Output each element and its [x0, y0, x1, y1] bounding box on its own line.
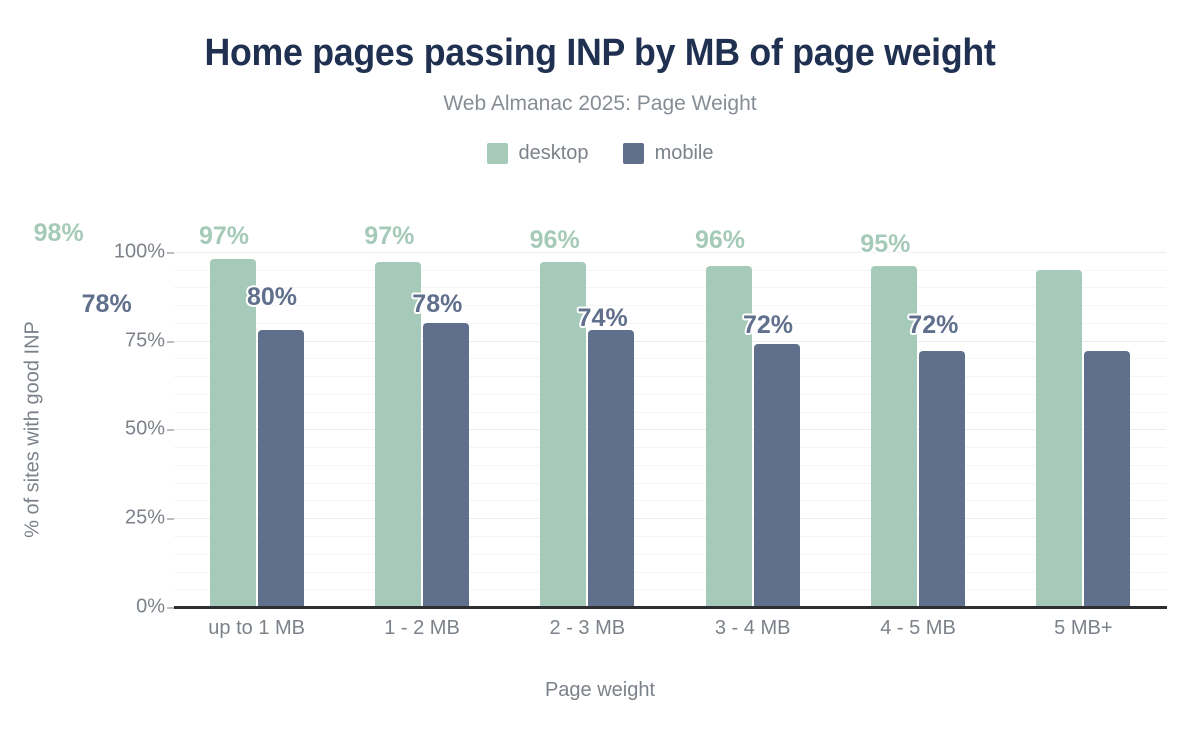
bar-mobile[interactable]	[588, 329, 635, 607]
legend-swatch-desktop	[486, 143, 508, 164]
gridline	[174, 322, 1166, 324]
y-axis-tick-label: 25%	[124, 506, 165, 529]
gridline	[174, 518, 1166, 520]
bar-group	[540, 234, 635, 607]
x-axis-category-label: 3 - 4 MB	[714, 617, 791, 639]
x-axis-category-label: 4 - 5 MB	[880, 617, 956, 639]
gridline	[174, 536, 1166, 537]
gridline	[174, 571, 1166, 573]
legend-swatch-mobile	[622, 143, 644, 164]
bar-group	[1036, 234, 1131, 607]
legend-item-desktop[interactable]: desktop	[486, 142, 589, 165]
data-label-desktop: 97%	[198, 222, 250, 251]
legend-label-mobile: mobile	[654, 142, 714, 164]
bar-desktop[interactable]	[705, 266, 752, 607]
gridline	[174, 287, 1166, 289]
data-label-mobile: 72%	[908, 311, 959, 340]
bar-desktop[interactable]	[209, 258, 256, 607]
y-axis-title: % of sites with good INP	[21, 321, 44, 538]
gridline	[174, 305, 1166, 306]
y-axis-tick-mark	[167, 518, 174, 521]
gridline	[174, 251, 1166, 253]
bar-group	[705, 234, 800, 607]
bar-desktop[interactable]	[1036, 269, 1083, 607]
chart-subtitle: Web Almanac 2025: Page Weight	[443, 92, 757, 115]
gridline	[174, 429, 1166, 431]
legend-label-desktop: desktop	[518, 142, 589, 164]
chart-title: Home pages passing INP by MB of page wei…	[204, 32, 996, 74]
bar-mobile[interactable]	[257, 329, 304, 607]
y-axis-tick-mark	[167, 607, 174, 609]
gridline	[174, 358, 1166, 360]
y-axis-tick-label: 75%	[124, 329, 165, 352]
data-label-desktop: 97%	[364, 222, 415, 251]
y-axis-tick-mark	[167, 429, 174, 432]
plot-area	[174, 234, 1166, 607]
x-axis-category-label: 2 - 3 MB	[549, 617, 626, 639]
bar-mobile[interactable]	[753, 344, 800, 607]
data-label-desktop: 96%	[694, 225, 746, 254]
x-axis-baseline	[174, 606, 1167, 609]
y-axis-tick-label: 50%	[124, 417, 165, 440]
bar-mobile[interactable]	[1084, 351, 1131, 607]
bar-desktop[interactable]	[540, 262, 587, 607]
gridline	[174, 447, 1166, 449]
gridline	[174, 376, 1166, 378]
data-label-desktop: 95%	[860, 229, 911, 258]
legend-item-mobile[interactable]: mobile	[622, 142, 714, 165]
gridline	[174, 411, 1166, 413]
bar-group	[375, 234, 469, 607]
gridline	[174, 553, 1166, 555]
data-label-desktop: 98%	[33, 218, 84, 247]
x-axis-category-label: up to 1 MB	[208, 617, 306, 639]
x-axis-category-label: 5 MB+	[1054, 617, 1113, 639]
data-label-mobile: 78%	[412, 289, 463, 318]
bar-mobile[interactable]	[423, 322, 469, 607]
x-axis-title: Page weight	[544, 679, 656, 701]
gridline	[174, 464, 1166, 466]
gridline	[174, 393, 1166, 395]
data-label-desktop: 96%	[529, 225, 580, 254]
y-axis-tick-label: 0%	[136, 595, 165, 618]
x-axis-category-label: 1 - 2 MB	[384, 617, 460, 639]
data-label-mobile: 72%	[742, 311, 794, 340]
bar-desktop[interactable]	[375, 262, 421, 607]
y-axis-labels: 0% 25% 50% 75% 100%	[55, 0, 165, 742]
y-axis-tick-mark	[167, 251, 174, 254]
y-axis-tick-label: 100%	[113, 240, 165, 263]
gridline	[174, 269, 1166, 271]
gridline	[174, 589, 1166, 591]
gridline	[174, 482, 1166, 484]
data-label-mobile: 80%	[246, 282, 298, 311]
y-axis-tick-mark	[167, 340, 174, 343]
bar-desktop[interactable]	[871, 266, 917, 607]
bar-mobile[interactable]	[919, 351, 965, 607]
bar-group	[209, 234, 304, 607]
chart-legend: desktop mobile	[0, 142, 1200, 165]
data-label-mobile: 74%	[577, 304, 628, 333]
gridline	[174, 500, 1166, 502]
bar-group	[871, 234, 965, 607]
data-label-mobile: 78%	[81, 289, 132, 318]
gridline	[174, 340, 1166, 342]
